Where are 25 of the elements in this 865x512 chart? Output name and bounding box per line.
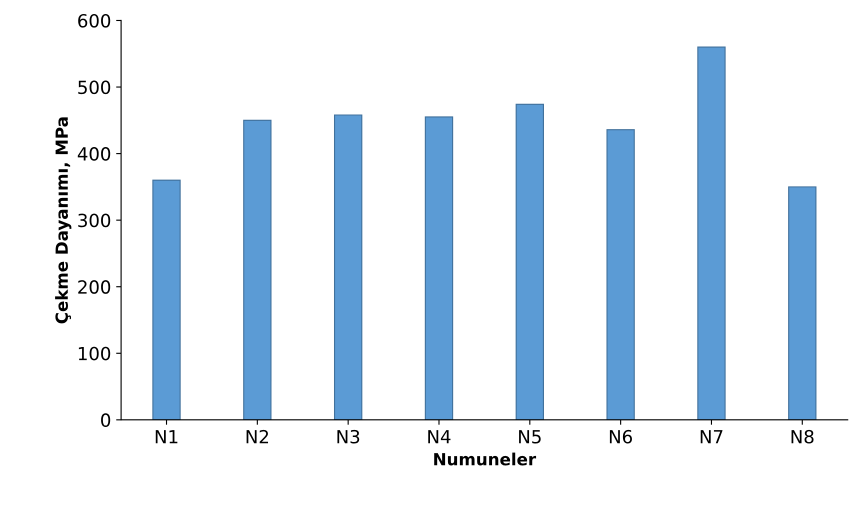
x-tick-label: N5 — [519, 430, 541, 444]
y-axis-title: Çekme Dayanımı, MPa — [55, 117, 72, 324]
y-tick-label: 300 — [78, 214, 110, 228]
bar — [606, 129, 635, 420]
x-axis-title: Numuneler — [434, 452, 536, 466]
y-tick-label: 600 — [78, 14, 110, 28]
bar — [516, 104, 544, 420]
x-tick-label: N1 — [156, 430, 178, 444]
bar — [788, 186, 816, 420]
y-tick-label: 200 — [78, 280, 110, 294]
bar — [243, 120, 272, 420]
y-tick-label: 500 — [78, 80, 110, 94]
bar — [697, 46, 726, 420]
x-tick-label: N3 — [337, 430, 360, 444]
x-tick-label: N2 — [246, 430, 268, 444]
x-tick-label: N8 — [792, 430, 814, 444]
y-tick-label: 400 — [78, 147, 110, 161]
bar — [152, 180, 181, 420]
bar — [424, 116, 454, 420]
y-tick-label: 100 — [78, 346, 110, 360]
x-tick-label: N7 — [700, 430, 722, 444]
y-tick-label: 0 — [101, 413, 110, 427]
bar — [334, 114, 362, 420]
x-tick-label: N6 — [610, 430, 632, 444]
x-tick-label: N4 — [428, 430, 450, 444]
